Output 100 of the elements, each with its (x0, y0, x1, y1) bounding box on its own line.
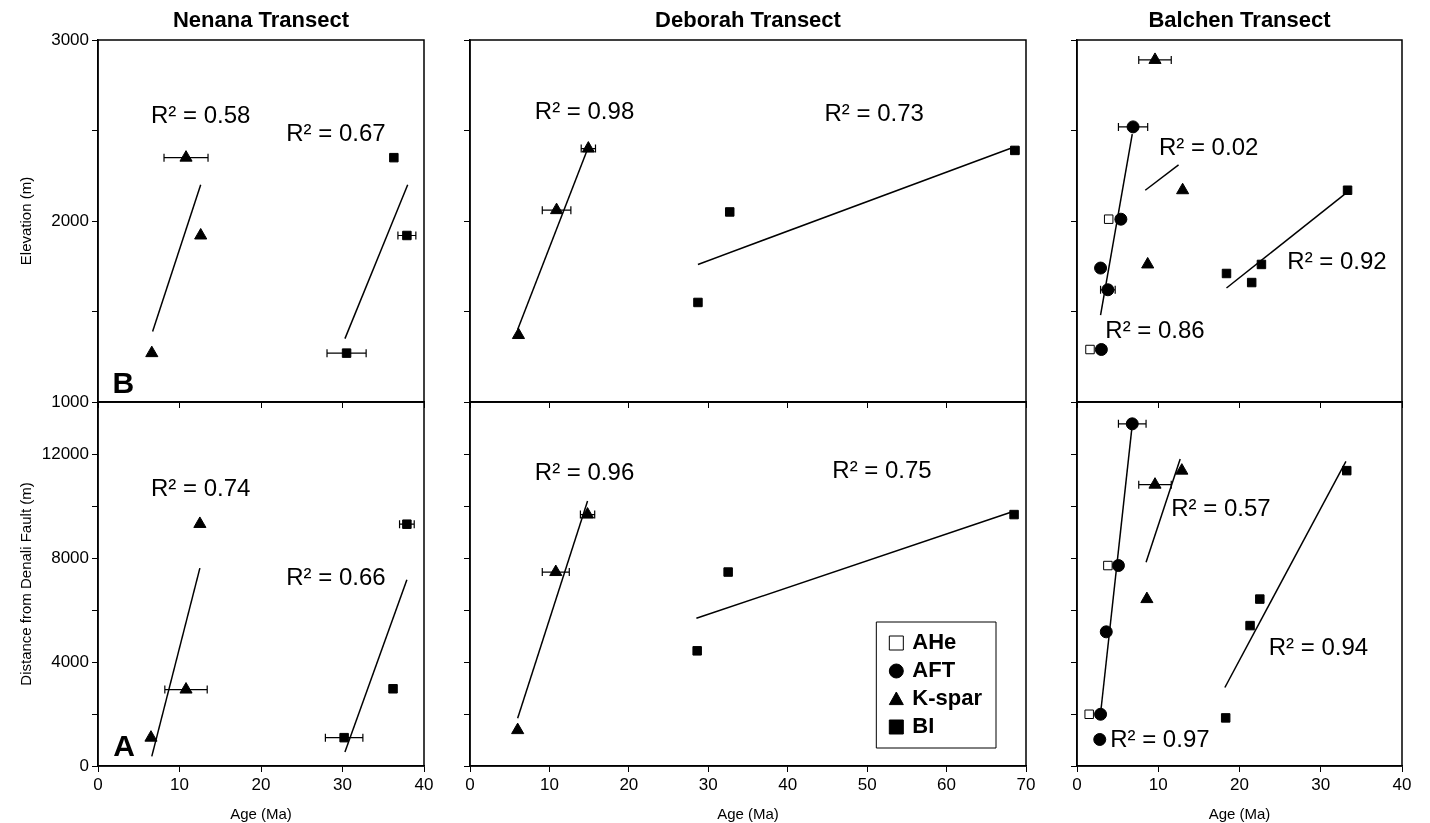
point (1256, 259, 1267, 270)
x-axis-title: Age (Ma) (1208, 805, 1271, 823)
y-tick-label: 1000 (51, 391, 89, 411)
x-tick-label: 70 (1016, 774, 1036, 794)
annotation: R² = 0.97 (1110, 724, 1210, 752)
point (1221, 268, 1232, 279)
point (1140, 591, 1154, 604)
x-tick-label: 10 (1148, 774, 1168, 794)
annotation: R² = 0.96 (534, 457, 635, 485)
point (1175, 463, 1189, 475)
legend-label: BI (912, 713, 935, 739)
legend-label: AFT (912, 657, 956, 683)
x-axis-title: Age (Ma) (230, 805, 292, 823)
annotation: A (113, 729, 135, 763)
annotation: R² = 0.67 (286, 118, 386, 146)
point (194, 227, 208, 240)
point (1176, 182, 1190, 195)
point (1342, 465, 1352, 476)
chart-title: Balchen Transect (1148, 7, 1332, 33)
y-tick-label: 3000 (51, 29, 89, 49)
annotation: R² = 0.75 (832, 456, 932, 484)
annotation: R² = 0.86 (1105, 316, 1205, 344)
point (1093, 732, 1107, 746)
y-tick-label: 2000 (51, 210, 89, 230)
annotation: R² = 0.73 (824, 98, 924, 126)
point (1111, 559, 1125, 573)
point (1114, 212, 1128, 226)
point (339, 732, 349, 743)
point (1084, 709, 1094, 719)
point (1103, 560, 1113, 571)
point (1099, 625, 1113, 639)
y-tick-label: 12000 (41, 443, 89, 463)
chart-title: Deborah Transect (655, 7, 842, 33)
point (341, 348, 352, 358)
point (1094, 261, 1108, 275)
x-tick-label: 20 (619, 774, 639, 794)
point (193, 516, 207, 528)
annotation: R² = 0.02 (1158, 133, 1259, 161)
point (1246, 277, 1257, 288)
x-axis-title: Age (Ma) (717, 805, 779, 823)
y-tick-label: 0 (79, 755, 89, 775)
point (1126, 120, 1140, 134)
annotation: B (112, 366, 135, 400)
point (1103, 214, 1114, 224)
x-tick-label: 20 (251, 774, 271, 794)
point (144, 730, 158, 742)
x-tick-label: 10 (170, 774, 189, 794)
annotation: R² = 0.66 (286, 562, 386, 590)
point (402, 230, 412, 241)
x-tick-label: 0 (93, 774, 103, 794)
y-axis-title: Distance from Denali Fault (m) (17, 482, 35, 686)
point (1148, 52, 1162, 64)
x-tick-label: 30 (1311, 774, 1331, 794)
point (1094, 343, 1108, 357)
y-tick-label: 8000 (51, 547, 89, 567)
y-tick-label: 4000 (51, 651, 89, 671)
x-tick-label: 30 (698, 774, 718, 794)
x-tick-label: 0 (1072, 774, 1082, 794)
point (402, 519, 412, 529)
point (724, 207, 735, 217)
point (388, 684, 398, 694)
x-tick-label: 20 (1230, 774, 1249, 794)
point (549, 564, 563, 577)
annotation: R² = 0.57 (1171, 494, 1271, 522)
point (1141, 256, 1155, 269)
chart-title: Nenana Transect (172, 7, 350, 33)
point (511, 327, 526, 340)
x-tick-label: 50 (857, 774, 877, 794)
point (1009, 509, 1019, 520)
annotation: R² = 0.98 (534, 97, 635, 125)
point (179, 682, 193, 694)
point (389, 152, 399, 163)
point (1148, 477, 1162, 489)
point (693, 297, 703, 308)
point (1342, 185, 1353, 195)
point (511, 722, 525, 735)
point (1220, 713, 1231, 723)
point (723, 567, 733, 577)
annotation: R² = 0.94 (1268, 633, 1369, 661)
point (1245, 620, 1255, 631)
x-tick-label: 0 (465, 774, 475, 794)
point (1125, 417, 1139, 431)
point (1094, 707, 1108, 721)
x-tick-label: 10 (539, 774, 559, 794)
point (1255, 594, 1265, 604)
point (179, 150, 193, 162)
x-tick-label: 40 (778, 774, 798, 794)
annotation: R² = 0.74 (150, 474, 251, 502)
x-tick-label: 40 (414, 774, 434, 794)
annotation: R² = 0.58 (150, 100, 251, 128)
x-tick-label: 30 (333, 774, 352, 794)
legend-label: AHe (912, 629, 957, 655)
y-axis-title: Elevation (m) (17, 176, 35, 266)
point (692, 646, 702, 656)
point (550, 202, 564, 215)
legend-label: K-spar (912, 685, 983, 711)
x-tick-label: 60 (937, 774, 957, 794)
point (1085, 344, 1095, 355)
point (145, 345, 159, 358)
x-tick-label: 40 (1392, 774, 1412, 794)
